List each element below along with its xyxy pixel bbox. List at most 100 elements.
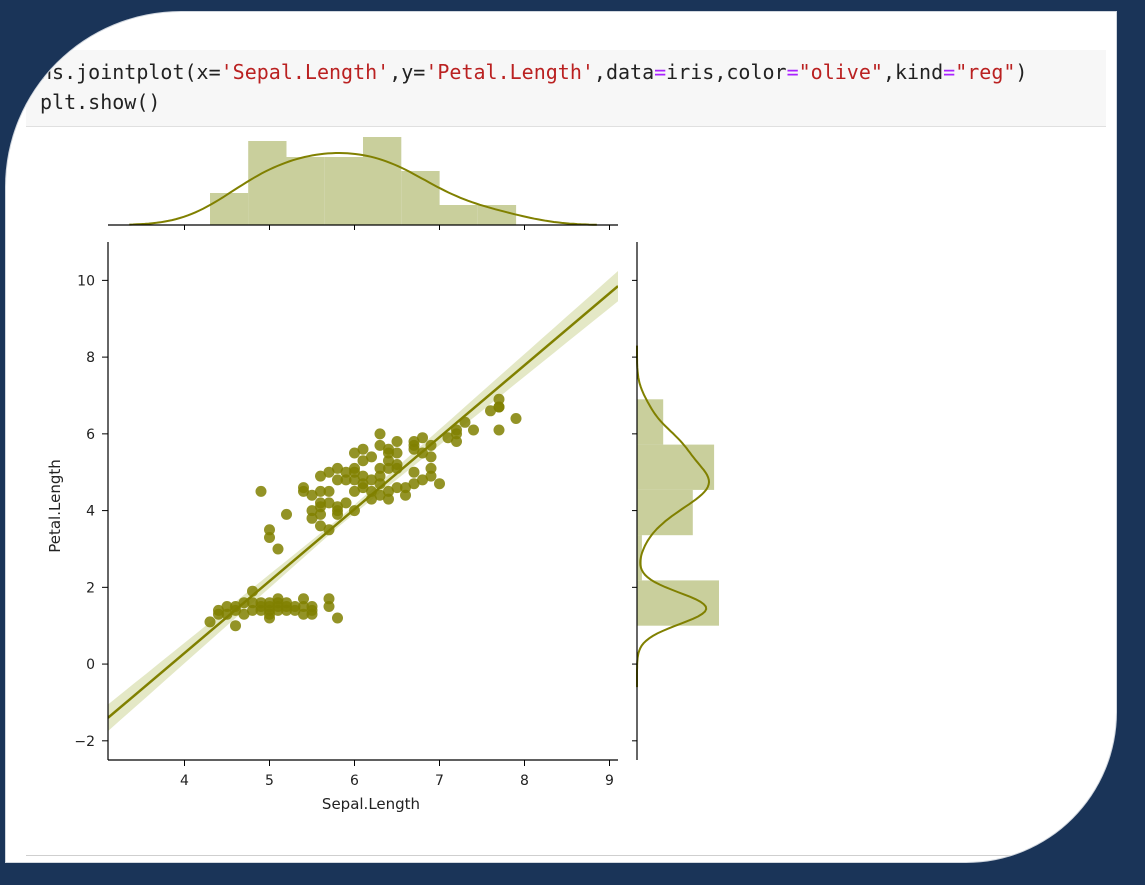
x-tick-label: 5 — [265, 773, 274, 789]
data-point — [306, 601, 318, 612]
code-op: = — [943, 60, 956, 84]
data-point — [315, 501, 326, 513]
code-data-arg: iris — [666, 60, 715, 84]
code-sep: ,data — [593, 60, 655, 84]
data-point — [315, 485, 326, 497]
data-point — [298, 593, 309, 605]
data-point — [315, 520, 326, 532]
data-point — [298, 608, 309, 620]
data-point — [323, 497, 335, 509]
data-point — [374, 439, 386, 451]
code-x-arg: 'Sepal.Length' — [220, 60, 390, 84]
data-point — [340, 466, 352, 478]
data-point — [247, 604, 258, 616]
top-hist-bar — [439, 205, 478, 225]
data-point — [493, 401, 505, 413]
x-tick-label: 6 — [350, 773, 359, 789]
data-point — [289, 604, 301, 616]
data-point — [425, 470, 437, 482]
data-point — [247, 597, 258, 609]
data-point — [315, 508, 326, 520]
right-hist-bar — [637, 580, 719, 626]
data-point — [357, 455, 369, 467]
data-point — [272, 597, 284, 609]
x-tick-label: 7 — [435, 773, 444, 789]
data-point — [383, 493, 394, 505]
data-point — [374, 428, 386, 440]
data-point — [298, 601, 309, 612]
data-point — [391, 482, 403, 494]
right-kde-curve — [636, 345, 711, 688]
data-point — [383, 455, 394, 467]
code-op: = — [654, 60, 667, 84]
data-point — [425, 462, 437, 474]
data-point — [340, 497, 352, 509]
code-kind-arg: "reg" — [955, 60, 1016, 84]
data-point — [374, 470, 386, 482]
code-sep: ,kind — [882, 60, 944, 84]
code-suffix: ) — [1015, 60, 1028, 84]
data-point — [315, 470, 326, 482]
data-point — [340, 474, 352, 486]
data-point — [264, 601, 275, 612]
data-point — [298, 482, 309, 494]
data-point — [323, 466, 335, 478]
data-point — [383, 462, 394, 474]
data-point — [408, 436, 420, 447]
data-point — [366, 451, 377, 463]
data-point — [281, 508, 292, 520]
regression-line — [108, 285, 618, 719]
y-tick-label: 0 — [86, 657, 95, 673]
data-point — [281, 604, 292, 616]
x-axis-label: Sepal.Length — [322, 795, 420, 813]
top-hist-bar — [286, 157, 325, 225]
data-point — [332, 462, 343, 474]
data-point — [357, 470, 369, 482]
data-point — [400, 489, 411, 501]
data-point — [510, 413, 522, 424]
code-fn: ns.jointplot(x= — [40, 60, 221, 84]
top-hist-bar — [324, 157, 364, 225]
top-hist-bar — [477, 205, 517, 225]
data-point — [264, 532, 275, 543]
data-point — [383, 447, 394, 459]
data-point — [264, 608, 275, 620]
data-point — [306, 512, 318, 524]
data-point — [408, 443, 420, 455]
data-point — [349, 466, 360, 478]
data-point — [238, 608, 250, 620]
top-hist-bar — [248, 141, 287, 225]
code-line-1: ns.jointplot(x='Sepal.Length',y='Petal.L… — [40, 60, 1027, 84]
y-axis-label: Petal.Length — [46, 459, 64, 553]
data-point — [264, 524, 275, 536]
data-point — [323, 601, 335, 612]
data-point — [391, 447, 403, 459]
data-point — [221, 608, 233, 620]
code-y-arg: 'Petal.Length' — [425, 60, 594, 84]
data-point — [417, 432, 428, 444]
x-tick-label: 8 — [520, 773, 529, 789]
data-point — [230, 601, 241, 612]
data-point — [374, 462, 386, 474]
data-point — [357, 443, 369, 455]
y-tick-label: 6 — [86, 427, 95, 443]
data-point — [442, 432, 454, 444]
top-hist-bar — [210, 193, 249, 225]
y-tick-label: 2 — [86, 580, 95, 596]
data-point — [332, 505, 343, 517]
data-point — [213, 604, 224, 616]
data-point — [306, 489, 318, 501]
code-color-arg: "olive" — [798, 60, 883, 84]
data-point — [221, 601, 233, 612]
data-point — [408, 466, 420, 478]
data-point — [383, 485, 394, 497]
data-point — [493, 424, 505, 436]
data-point — [272, 543, 284, 555]
code-cell[interactable]: ns.jointplot(x='Sepal.Length',y='Petal.L… — [26, 50, 1106, 127]
data-point — [323, 593, 335, 605]
x-tick-label: 9 — [605, 773, 614, 789]
data-point — [374, 489, 386, 501]
top-kde-curve — [129, 152, 597, 226]
